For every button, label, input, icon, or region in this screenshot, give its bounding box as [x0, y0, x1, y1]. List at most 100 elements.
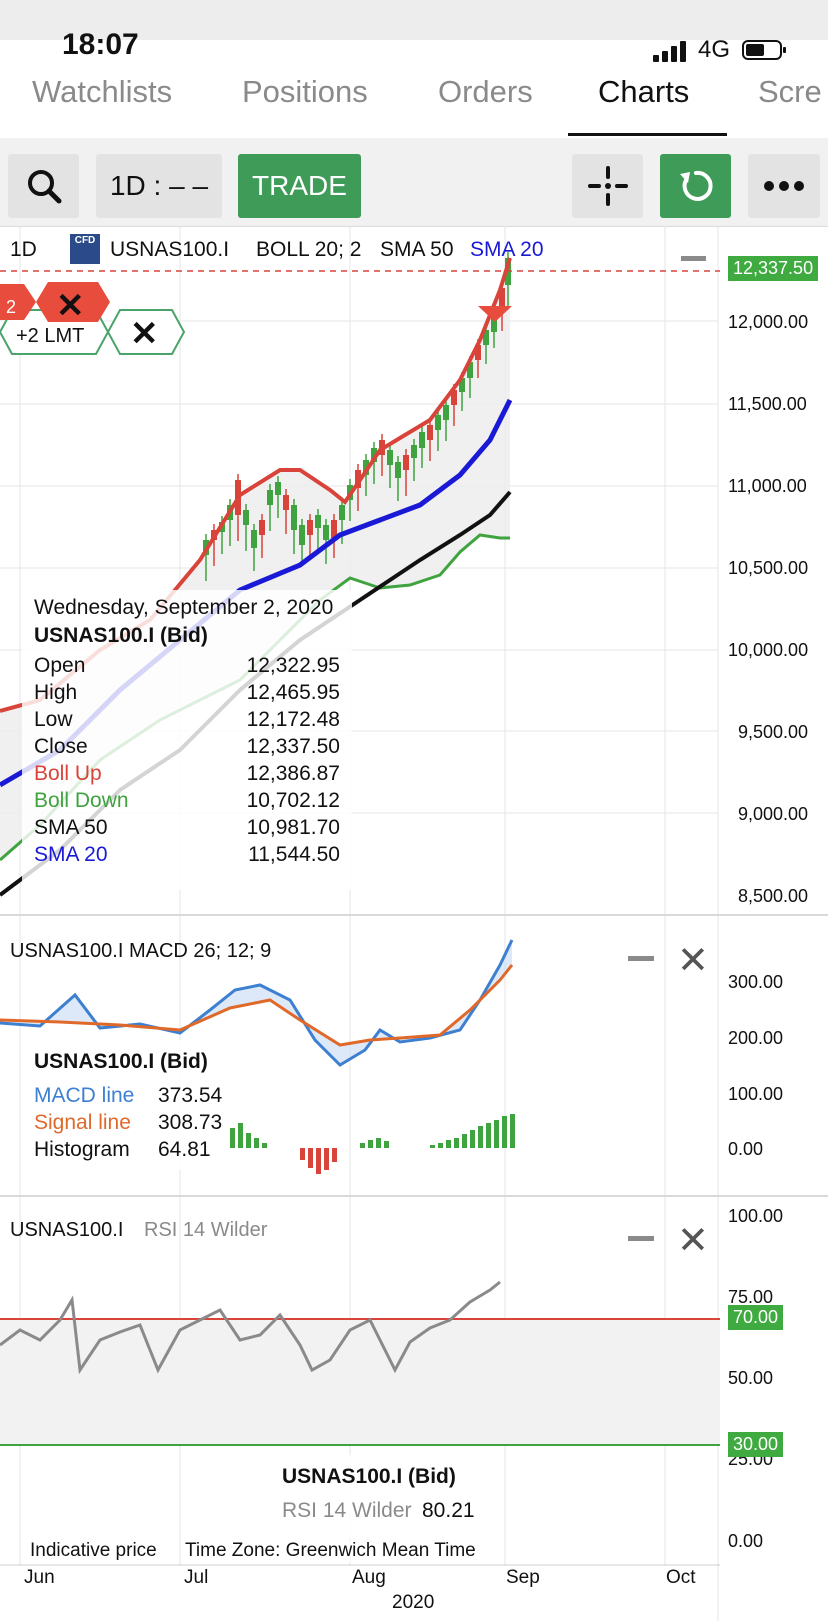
tab-charts[interactable]: Charts [598, 74, 690, 109]
tab-screener[interactable]: Scre [758, 74, 822, 109]
histogram-bar [324, 1148, 329, 1170]
more-button[interactable] [748, 154, 820, 218]
tooltip-row-value: 64.81 [158, 1138, 211, 1161]
y-tick: 50.00 [728, 1368, 774, 1388]
tooltip-row-label: Low [34, 708, 73, 731]
y-tick: 0.00 [728, 1531, 764, 1551]
month-label: Jun [24, 1567, 55, 1588]
refresh-icon [679, 170, 713, 201]
tooltip-title: USNAS100.I (Bid) [34, 624, 208, 647]
last-price-tag: 12,337.50 [728, 256, 819, 281]
candle-body [387, 450, 393, 465]
macd-title: USNAS100.I MACD 26; 12; 9 [10, 940, 272, 962]
tooltip-date: Wednesday, September 2, 2020 [34, 596, 334, 619]
timeframe-button[interactable]: 1D : – – [96, 154, 222, 218]
tooltip-row-label: Boll Down [34, 789, 129, 812]
tab-bar: Watchlists Positions Orders Charts Scre [0, 70, 828, 140]
tooltip-row: Open 12,322.95 [34, 654, 340, 682]
order-label[interactable]: +2 LMT [16, 325, 85, 347]
signal-icon [653, 40, 689, 62]
candle-body [275, 482, 281, 495]
tab-positions[interactable]: Positions [242, 74, 368, 109]
indicator-sma50[interactable]: SMA 50 [380, 238, 454, 261]
candle-body [435, 415, 441, 430]
tooltip-row: SMA 20 11,544.50 [34, 843, 340, 871]
cfd-badge-text: CFD [74, 235, 96, 246]
histogram-bar [486, 1123, 491, 1148]
histogram-bar [462, 1134, 467, 1148]
active-tab-indicator [568, 133, 727, 136]
reset-button[interactable] [660, 154, 731, 218]
sell-marker [478, 306, 512, 322]
y-tick: 200.00 [728, 1028, 784, 1048]
search-icon [27, 170, 61, 204]
tooltip-row: MACD line 373.54 [34, 1084, 222, 1112]
histogram-bar [332, 1148, 337, 1162]
minimize-icon[interactable] [628, 1236, 654, 1241]
candle-body [475, 345, 481, 360]
histogram-bar [238, 1123, 243, 1148]
tooltip-row-label: SMA 20 [34, 843, 108, 866]
timeframe-label: 1D : – – [109, 170, 209, 201]
rsi-indicator: RSI 14 Wilder [144, 1219, 268, 1241]
minimize-icon[interactable] [628, 956, 654, 961]
tooltip-row: Signal line 308.73 [34, 1111, 222, 1139]
tooltip-row-value: 11,544.50 [248, 843, 340, 866]
candle-body [259, 520, 265, 535]
tooltip-row: Boll Up 12,386.87 [34, 762, 340, 790]
y-tick: 11,000.00 [728, 476, 807, 496]
indicative-price-label: Indicative price [30, 1540, 157, 1562]
tab-orders[interactable]: Orders [438, 74, 533, 109]
candle-body [331, 520, 337, 538]
close-icon[interactable]: ✕ [677, 1220, 709, 1262]
close-order-icon[interactable]: ✕ [130, 315, 159, 353]
y-tick: 10,000.00 [728, 640, 809, 660]
histogram-bar [470, 1130, 475, 1148]
candle-body [411, 445, 417, 458]
histogram-bar [246, 1133, 251, 1148]
cfd-badge: CFD [70, 234, 100, 264]
tooltip-row-value: 12,322.95 [246, 654, 340, 677]
status-time: 18:07 [62, 28, 139, 61]
more-icon [764, 181, 804, 191]
candle-body [307, 520, 313, 535]
minimize-icon[interactable] [681, 256, 706, 261]
indicator-boll[interactable]: BOLL 20; 2 [256, 238, 362, 261]
tooltip-row-value: 12,172.48 [246, 708, 340, 731]
candle-body [315, 515, 321, 528]
battery-icon [742, 40, 786, 60]
candle-body [499, 288, 505, 310]
y-tick: 75.00 [728, 1287, 774, 1307]
rsi-tooltip: USNAS100.I (Bid) RSI 14 Wilder 80.21 [270, 1455, 488, 1539]
close-order-icon[interactable]: ✕ [56, 287, 85, 325]
rsi-tooltip-title: USNAS100.I (Bid) [282, 1465, 456, 1488]
histogram-bar [300, 1148, 305, 1160]
macd-tooltip-title: USNAS100.I (Bid) [34, 1050, 208, 1073]
candle-body [299, 525, 305, 545]
histogram-bar [384, 1141, 389, 1148]
tooltip-row-label: SMA 50 [34, 816, 108, 839]
chart-canvas[interactable] [0, 226, 828, 1621]
month-label: Jul [184, 1567, 209, 1588]
histogram-bar [454, 1138, 459, 1148]
candle-body [443, 405, 449, 420]
search-button[interactable] [8, 154, 79, 218]
trade-button[interactable]: TRADE [238, 154, 361, 218]
histogram-bar [254, 1138, 259, 1148]
tooltip-row-label: Open [34, 654, 86, 677]
y-tick: 8,500.00 [738, 886, 809, 906]
histogram-bar [308, 1148, 313, 1168]
tab-watchlists[interactable]: Watchlists [32, 74, 173, 109]
close-icon[interactable]: ✕ [677, 940, 709, 982]
crosshair-button[interactable] [572, 154, 643, 218]
tooltip-row: Boll Down 10,702.12 [34, 789, 340, 817]
y-tick: 100.00 [728, 1206, 784, 1226]
candle-body [283, 495, 289, 510]
tooltip-row-value: 10,981.70 [246, 816, 340, 839]
order-count-badge[interactable]: 2 [6, 297, 17, 317]
y-tick: 9,500.00 [738, 722, 809, 742]
year-label: 2020 [392, 1592, 435, 1613]
tooltip-row-value: 308.73 [158, 1111, 223, 1134]
chart-area[interactable] [0, 226, 828, 1621]
indicator-sma20[interactable]: SMA 20 [470, 238, 544, 261]
